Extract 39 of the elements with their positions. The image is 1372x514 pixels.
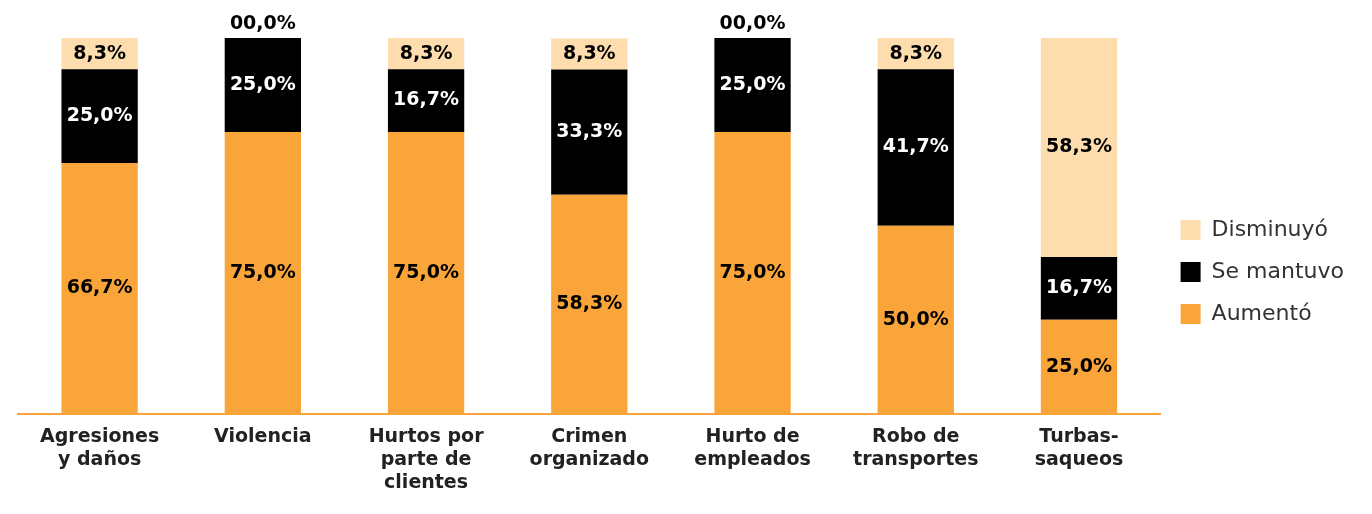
data-label: 75,0% — [229, 259, 296, 282]
x-tick-label: Crimen organizado — [529, 423, 650, 469]
data-label: 75,0% — [393, 259, 460, 282]
data-label: 25,0% — [229, 71, 296, 94]
data-label: 25,0% — [719, 71, 786, 94]
data-label: 00,0% — [229, 10, 296, 33]
legend-label: Disminuyó — [1211, 215, 1329, 241]
bar — [1040, 38, 1118, 257]
data-label: 25,0% — [66, 103, 133, 126]
bar — [387, 69, 465, 132]
data-label: 16,7% — [1046, 275, 1112, 298]
x-tick-label: Turbas-saqueos — [1034, 423, 1124, 469]
x-tick-label: Violencia — [214, 423, 312, 446]
data-label: 50,0% — [882, 306, 949, 329]
bar — [1040, 256, 1118, 320]
data-label: 8,3% — [562, 40, 616, 63]
data-label: 33,3% — [556, 119, 623, 142]
legend-label: Se mantuvo — [1211, 257, 1345, 283]
x-tick-label: Agresiones y daños — [40, 423, 160, 469]
data-label: 75,0% — [719, 259, 786, 282]
bar — [224, 38, 301, 132]
data-label: 8,3% — [399, 40, 453, 63]
bar — [61, 69, 138, 164]
data-label: 16,7% — [393, 87, 460, 110]
bar — [551, 69, 628, 195]
data-label: 8,3% — [73, 40, 126, 63]
data-label: 00,0% — [719, 10, 786, 33]
data-label: 58,3% — [1046, 134, 1112, 157]
bar — [877, 69, 954, 226]
bar — [714, 38, 791, 132]
data-label: 58,3% — [556, 291, 623, 314]
data-label: 66,7% — [66, 275, 133, 298]
data-label: 8,3% — [889, 40, 943, 63]
x-tick-label: Hurto de empleados — [694, 423, 811, 469]
x-tick-label: Hurtos por parte de clientes — [368, 423, 485, 492]
data-label: 41,7% — [882, 134, 949, 157]
x-tick-label: Robo de transportes — [853, 423, 979, 469]
data-label: 25,0% — [1046, 353, 1112, 376]
legend-label: Aumentó — [1211, 299, 1312, 325]
